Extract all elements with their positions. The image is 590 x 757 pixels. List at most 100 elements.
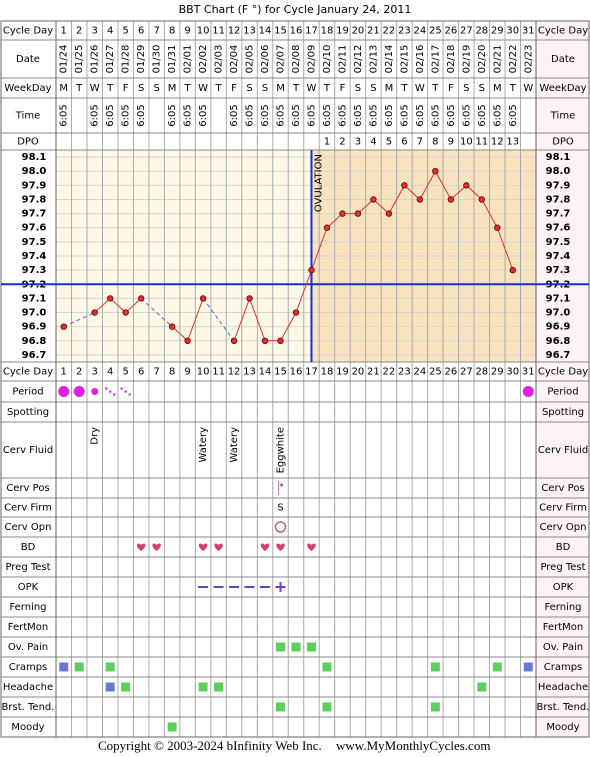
- date: 02/10: [322, 45, 333, 74]
- weekday: T: [215, 83, 223, 94]
- weekday: S: [370, 83, 376, 94]
- temperature-point: [494, 224, 501, 231]
- cycle-day: 25: [429, 26, 442, 37]
- row-label-right: Date: [551, 54, 575, 65]
- temperature-point: [370, 196, 377, 203]
- time: 6:05: [306, 104, 317, 126]
- row-label: Preg Test: [5, 562, 50, 573]
- row-label-right: FertMon: [543, 622, 583, 633]
- cycle-day: 22: [383, 26, 396, 37]
- period-spot: [112, 393, 116, 396]
- time: 6:05: [229, 104, 240, 126]
- date: 02/14: [384, 45, 395, 74]
- cycle-day: 18: [321, 367, 334, 378]
- cycle-day: 10: [197, 367, 210, 378]
- time: 6:05: [461, 104, 472, 126]
- time: 6:05: [136, 104, 147, 126]
- cycle-day: 31: [522, 26, 535, 37]
- cycle-day: 6: [138, 26, 144, 37]
- row-label-right: Spotting: [542, 407, 584, 418]
- dpo: 10: [460, 137, 473, 148]
- weekday: T: [400, 83, 408, 94]
- date: 01/30: [152, 45, 163, 74]
- cycle-day: 28: [475, 367, 488, 378]
- y-tick-label: 97.3: [22, 265, 47, 276]
- right-label-column: [536, 21, 589, 737]
- cycle-day: 19: [336, 367, 349, 378]
- row-label: Period: [12, 387, 43, 398]
- cycle-day: 4: [107, 367, 113, 378]
- weekday: T: [509, 83, 517, 94]
- row-label-right: Ferning: [544, 602, 581, 613]
- y-tick-label-right: 98.0: [546, 166, 571, 177]
- weekday: M: [276, 83, 285, 94]
- y-tick-label-right: 98.1: [546, 152, 571, 163]
- period-spot: [120, 387, 123, 390]
- date: 01/29: [136, 45, 147, 74]
- symptom-mark: [167, 722, 177, 732]
- dpo: 7: [417, 137, 423, 148]
- row-label-right: Cerv Pos: [541, 483, 584, 494]
- cycle-day: 5: [122, 26, 128, 37]
- date: 02/03: [214, 45, 225, 74]
- row-label-right: Time: [550, 111, 575, 122]
- cycle-day: 14: [259, 26, 272, 37]
- y-tick-label-right: 97.5: [546, 237, 571, 248]
- symptom-mark: [59, 662, 69, 672]
- dpo: 8: [432, 137, 438, 148]
- cycle-day: 3: [92, 367, 98, 378]
- y-tick-label-right: 97.6: [546, 223, 571, 234]
- cycle-day: 10: [197, 26, 210, 37]
- cycle-day: 23: [398, 367, 411, 378]
- time: 6:05: [105, 104, 116, 126]
- weekday: W: [307, 83, 317, 94]
- symptom-mark: [291, 642, 301, 652]
- date: 01/25: [74, 45, 85, 74]
- cycle-day: 7: [153, 367, 159, 378]
- temperature-point: [478, 196, 486, 203]
- y-tick-label-right: 97.0: [546, 308, 571, 319]
- cycle-day: 15: [274, 367, 287, 378]
- bd-heart: [136, 543, 146, 551]
- cycle-day: 24: [414, 26, 427, 37]
- time: 6:05: [477, 104, 488, 126]
- temperature-point: [416, 196, 424, 203]
- cycle-day: 2: [76, 367, 82, 378]
- weekday: W: [415, 83, 425, 94]
- row-label-right: Headache: [538, 682, 588, 693]
- date: 02/05: [245, 45, 256, 74]
- symptom-mark: [322, 662, 332, 672]
- cycle-day: 26: [444, 26, 457, 37]
- symptom-mark: [105, 662, 115, 672]
- row-label: Time: [15, 111, 40, 122]
- y-tick-label: 97.0: [22, 308, 47, 319]
- time: 6:05: [353, 104, 364, 126]
- temperature-point: [509, 266, 516, 274]
- bd-heart: [214, 543, 223, 551]
- cycle-day: 2: [76, 26, 82, 37]
- cerv-fluid: Dry: [90, 427, 101, 445]
- cerv-fluid: Eggwhite: [276, 427, 287, 473]
- time: 6:05: [446, 104, 457, 126]
- weekday: T: [184, 83, 192, 94]
- weekday: T: [75, 83, 83, 94]
- dpo: 13: [506, 137, 519, 148]
- date: 02/08: [291, 45, 302, 74]
- row-label: BD: [21, 542, 36, 553]
- period-spot: [104, 387, 108, 390]
- period-mark: [91, 388, 99, 395]
- cycle-day: 21: [367, 26, 380, 37]
- date: 02/18: [446, 45, 457, 74]
- dpo: 2: [339, 137, 345, 148]
- temperature-point: [246, 295, 253, 302]
- date: 01/26: [90, 45, 101, 74]
- cycle-day: 18: [321, 26, 334, 37]
- outer-border: [0, 20, 590, 738]
- time: 6:05: [183, 104, 194, 126]
- period-mark: [522, 386, 534, 397]
- y-tick-label: 97.4: [22, 251, 47, 262]
- cycle-day: 9: [184, 367, 190, 378]
- cycle-day: 11: [212, 367, 225, 378]
- cycle-day: 12: [228, 26, 241, 37]
